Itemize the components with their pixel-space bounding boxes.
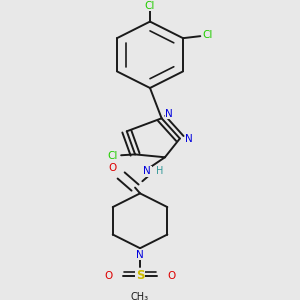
Text: N: N: [143, 166, 151, 176]
Text: O: O: [167, 271, 176, 281]
Text: S: S: [136, 269, 144, 282]
Text: N: N: [136, 250, 144, 260]
Text: O: O: [109, 163, 117, 173]
Text: CH₃: CH₃: [131, 292, 149, 300]
Text: H: H: [156, 166, 164, 176]
Text: N: N: [185, 134, 193, 143]
Text: Cl: Cl: [107, 151, 118, 161]
Text: Cl: Cl: [145, 1, 155, 11]
Text: O: O: [104, 271, 113, 281]
Text: Cl: Cl: [203, 30, 213, 40]
Text: N: N: [165, 109, 173, 119]
